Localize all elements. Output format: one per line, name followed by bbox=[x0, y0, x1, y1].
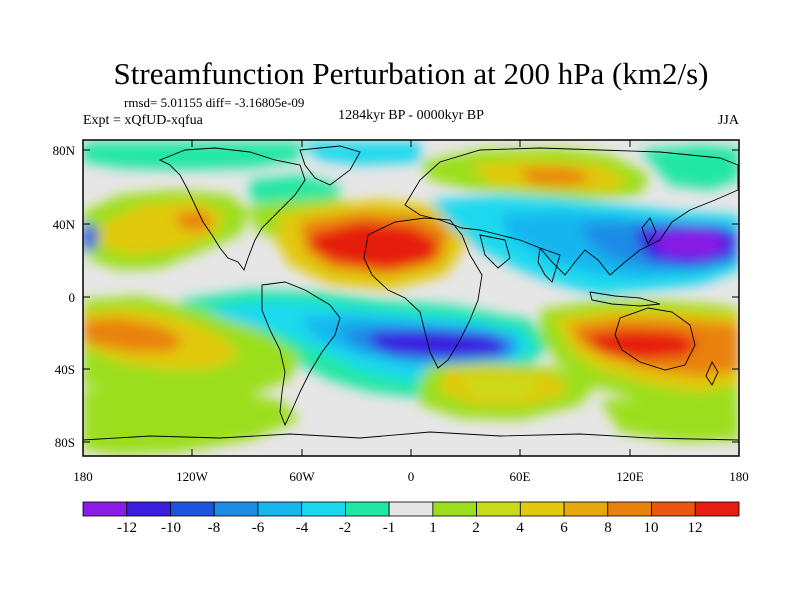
contour-region-cyan bbox=[300, 142, 420, 165]
lon-label-0: 0 bbox=[408, 469, 415, 484]
stats-label: rmsd= 5.01155 diff= -3.16805e-09 bbox=[124, 95, 304, 110]
colorbar-swatch-4 bbox=[213, 501, 259, 517]
colorbar-swatch-8 bbox=[388, 501, 434, 517]
colorbar-label-1: -12 bbox=[117, 520, 137, 536]
colorbar-swatch-1 bbox=[82, 501, 128, 517]
colorbar-swatch-15 bbox=[694, 501, 740, 517]
colorbar bbox=[82, 501, 740, 517]
map-ticks bbox=[82, 140, 740, 456]
colorbar-swatch-7 bbox=[344, 501, 390, 517]
period-label: 1284kyr BP - 0000kyr BP bbox=[338, 108, 484, 123]
colorbar-swatch-3 bbox=[170, 501, 215, 517]
colorbar-label-12: 8 bbox=[604, 520, 612, 536]
lon-label-120w: 120W bbox=[176, 469, 209, 484]
experiment-label: Expt = xQfUD-xqfua bbox=[83, 113, 204, 128]
contour-region-orange bbox=[175, 210, 215, 232]
lat-label-0: 0 bbox=[69, 290, 76, 305]
colorbar-swatch-14 bbox=[651, 501, 696, 517]
colorbar-labels: -12 -10 -8 -6 -4 -2 -1 1 2 4 6 8 10 12 bbox=[117, 520, 703, 536]
contour-region-green bbox=[600, 398, 739, 442]
season-label: JJA bbox=[718, 113, 740, 128]
contour-field bbox=[83, 140, 739, 456]
colorbar-label-6: -2 bbox=[339, 520, 352, 536]
colorbar-swatch-11 bbox=[519, 501, 565, 517]
contour-region-indigo bbox=[370, 330, 512, 358]
coastlines bbox=[83, 145, 739, 441]
colorbar-label-11: 6 bbox=[560, 520, 568, 536]
lon-label-180e: 180 bbox=[729, 469, 749, 484]
colorbar-label-14: 12 bbox=[688, 520, 703, 536]
contour-region-orange bbox=[520, 168, 595, 186]
lat-label-40s: 40S bbox=[55, 362, 75, 377]
colorbar-swatch-6 bbox=[301, 501, 346, 517]
colorbar-label-13: 10 bbox=[644, 520, 659, 536]
colorbar-label-4: -6 bbox=[252, 520, 265, 536]
contour-region-red bbox=[585, 330, 700, 360]
lon-label-180w: 180 bbox=[73, 469, 93, 484]
colorbar-label-7: -1 bbox=[383, 520, 396, 536]
lon-label-60w: 60W bbox=[289, 469, 315, 484]
longitude-labels: 180 120W 60W 0 60E 120E 180 bbox=[73, 469, 749, 484]
contour-region-teal bbox=[83, 142, 300, 170]
contour-region-red bbox=[310, 222, 440, 270]
colorbar-label-2: -10 bbox=[161, 520, 181, 536]
colorbar-label-5: -4 bbox=[296, 520, 309, 536]
colorbar-label-10: 4 bbox=[516, 520, 524, 536]
latitude-labels: 80N 40N 0 40S 80S bbox=[53, 143, 76, 450]
lat-label-80s: 80S bbox=[55, 435, 75, 450]
colorbar-label-9: 2 bbox=[472, 520, 480, 536]
contour-region-orange bbox=[83, 318, 185, 352]
colorbar-swatch-10 bbox=[476, 501, 521, 517]
lon-label-60e: 60E bbox=[510, 469, 531, 484]
colorbar-swatch-5 bbox=[257, 501, 303, 517]
contour-region-teal bbox=[640, 145, 739, 190]
contour-region-purple bbox=[650, 230, 725, 258]
contour-region-darkblue bbox=[83, 222, 98, 252]
lon-label-120e: 120E bbox=[616, 469, 644, 484]
colorbar-swatch-2 bbox=[126, 501, 171, 517]
contour-region-lightgreen bbox=[460, 376, 545, 396]
figure-title: Streamfunction Perturbation at 200 hPa (… bbox=[114, 56, 709, 91]
colorbar-label-8: 1 bbox=[429, 520, 437, 536]
lat-label-40n: 40N bbox=[53, 217, 76, 232]
colorbar-swatch-12 bbox=[563, 501, 609, 517]
lat-label-80n: 80N bbox=[53, 143, 76, 158]
colorbar-swatch-9 bbox=[432, 501, 478, 517]
colorbar-swatch-13 bbox=[607, 501, 652, 517]
contour-region-green bbox=[83, 385, 300, 455]
colorbar-label-3: -8 bbox=[208, 520, 221, 536]
